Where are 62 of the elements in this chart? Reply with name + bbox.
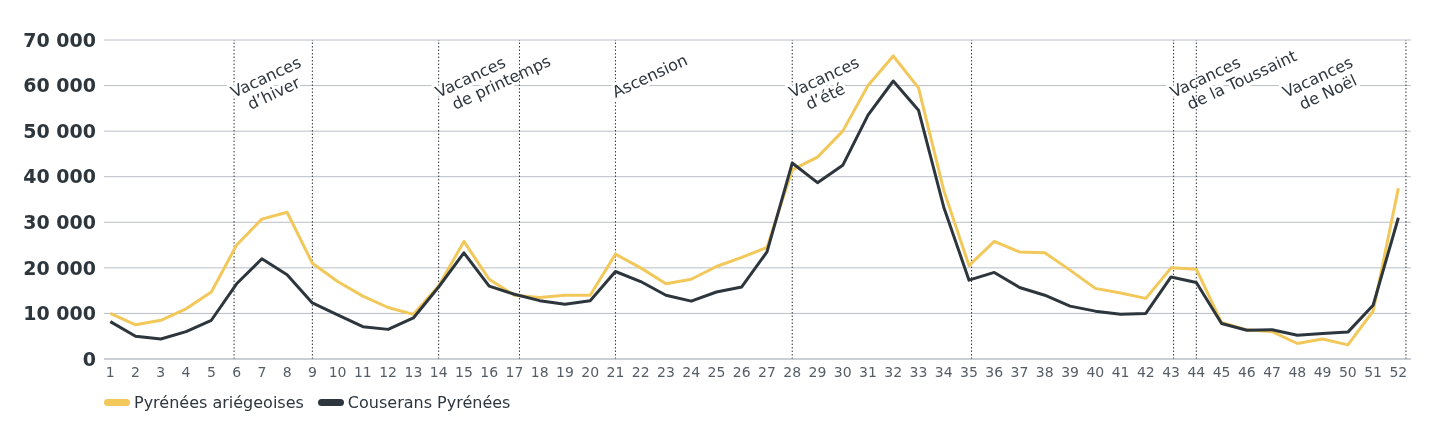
x-tick-label: 49 [1313,363,1332,380]
x-tick-label: 6 [232,363,242,380]
x-tick-label: 28 [783,363,802,380]
x-tick-label: 21 [606,363,625,380]
x-tick-label: 50 [1338,363,1357,380]
x-tick-label: 37 [1010,363,1029,380]
legend-label: Pyrénées ariégeoises [134,393,304,412]
x-tick-label: 43 [1162,363,1180,380]
x-tick-label: 10 [328,363,347,380]
x-tick-label: 11 [353,363,372,380]
x-tick-label: 33 [909,363,928,380]
y-tick-label: 60 000 [23,74,96,97]
x-tick-label: 40 [1086,363,1105,380]
x-tick-label: 30 [833,363,852,380]
x-tick-label: 34 [934,363,953,380]
y-tick-label: 70 000 [23,28,96,51]
x-tick-label: 44 [1187,363,1206,380]
x-tick-label: 26 [732,363,751,380]
x-tick-label: 48 [1288,363,1307,380]
x-tick-label: 4 [181,363,191,380]
x-tick-label: 22 [631,363,650,380]
x-tick-label: 18 [530,363,549,380]
x-tick-label: 35 [960,363,978,380]
x-tick-label: 46 [1237,363,1256,380]
x-tick-label: 12 [379,363,398,380]
x-tick-label: 27 [758,363,776,380]
y-tick-label: 30 000 [23,211,96,234]
y-tick-label: 40 000 [23,165,96,188]
x-tick-label: 24 [682,363,701,380]
legend-label: Couserans Pyrénées [347,393,511,412]
x-tick-label: 5 [206,363,216,380]
x-tick-label: 31 [859,363,877,380]
x-tick-label: 8 [282,363,292,380]
x-tick-label: 1 [105,363,115,380]
x-tick-label: 41 [1111,363,1130,380]
x-tick-label: 16 [480,363,499,380]
x-tick-label: 39 [1061,363,1079,380]
x-tick-label: 52 [1389,363,1408,380]
x-tick-label: 47 [1263,363,1282,380]
x-tick-label: 13 [404,363,423,380]
x-tick-label: 20 [581,363,600,380]
x-tick-label: 42 [1136,363,1155,380]
x-tick-label: 36 [985,363,1004,380]
x-tick-label: 2 [131,363,141,380]
x-tick-label: 15 [454,363,473,380]
x-tick-label: 51 [1364,363,1383,380]
y-tick-label: 20 000 [23,256,96,279]
y-tick-label: 50 000 [23,119,96,142]
y-tick-label: 10 000 [23,302,96,325]
x-tick-label: 17 [505,363,524,380]
y-tick-label: 0 [82,347,96,370]
x-tick-label: 23 [657,363,675,380]
x-tick-label: 9 [307,363,317,380]
x-tick-label: 25 [707,363,726,380]
x-tick-label: 38 [1035,363,1054,380]
x-tick-label: 7 [257,363,267,380]
x-tick-label: 45 [1212,363,1231,380]
x-tick-label: 14 [429,363,448,380]
x-tick-label: 19 [556,363,574,380]
x-tick-label: 3 [156,363,166,380]
x-tick-label: 32 [884,363,903,380]
x-tick-label: 29 [808,363,827,380]
